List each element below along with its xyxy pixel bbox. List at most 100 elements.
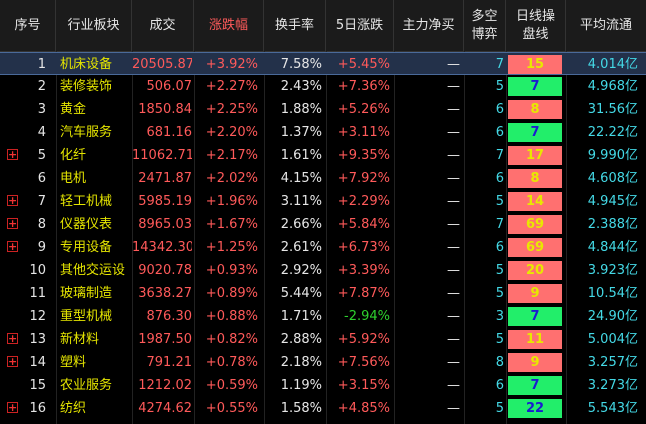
header-float-cap[interactable]: 平均流通 [579,17,632,33]
row-price: 1212.02 [138,378,192,393]
row-seq: 12 [29,309,46,324]
row-bullbear: 3 [495,309,504,324]
header-price[interactable]: 成交 [132,0,194,51]
table-row[interactable]: 3 黄金 1850.84 +2.25% 1.88% +5.26% — 6 31.56亿 8 [0,98,646,121]
table-row[interactable]: 14 塑料 791.21 +0.78% 2.18% +7.56% — 8 3.257亿 9 + [0,351,646,374]
row-seq: 16 [29,401,46,416]
header-bullbear-line2: 博弈 [471,26,498,42]
row-turnover: 1.71% [280,309,322,324]
row-industry-name: 农业服务 [60,378,113,393]
row-turnover: 1.37% [280,125,322,140]
table-row[interactable]: 5 化纤 11062.71 +2.17% 1.61% +9.35% — 7 9.990亿 17 + [0,144,646,167]
row-turnover: 2.88% [280,332,322,347]
row-daily-badge: 9 [508,284,562,303]
row-seq: 8 [37,217,46,232]
header-bullbear-line1: 多空 [471,8,498,24]
row-daily-badge: 8 [508,169,562,188]
row-turnover: 2.18% [280,355,322,370]
row-price: 5985.19 [138,194,192,209]
row-daily-badge: 8 [508,100,562,119]
row-bullbear: 8 [495,355,504,370]
header-turnover[interactable]: 换手率 [264,0,326,51]
expand-plus-icon[interactable]: + [7,148,18,161]
table-row[interactable]: 10 其他交运设 9020.78 +0.93% 2.92% +3.39% — 5 3.923亿 2… [0,259,646,282]
row-price: 14342.30 [132,240,192,255]
expand-plus-icon[interactable]: + [7,217,18,230]
row-turnover: 1.19% [280,378,322,393]
header-daily-line1: 日线操 [515,8,555,24]
row-industry-name: 纺织 [60,401,87,416]
table-row[interactable]: 13 新材料 1987.50 +0.82% 2.88% +5.92% — 5 5.004亿 11 + [0,328,646,351]
expand-plus-icon[interactable]: + [7,401,18,414]
table-row[interactable]: 6 电机 2471.87 +2.02% 4.15% +7.92% — 6 4.608亿 8 [0,167,646,190]
row-netflow: — [447,171,460,186]
row-float-cap: 4.014亿 [587,57,638,72]
row-daily-badge: 69 [508,215,562,234]
row-turnover: 3.11% [280,194,322,209]
row-change: +2.27% [205,79,258,94]
row-netflow: — [447,355,460,370]
table-row[interactable]: 9 专用设备 14342.30 +1.25% 2.61% +6.73% — 6 4.844亿 69… [0,236,646,259]
expand-plus-icon[interactable]: + [7,355,18,368]
header-bullbear[interactable]: 多空 博弈 [464,0,506,51]
row-float-cap: 9.990亿 [587,148,638,163]
row-bullbear: 5 [495,332,504,347]
row-netflow: — [447,125,460,140]
table-row[interactable]: 8 仪器仪表 8965.03 +1.67% 2.66% +5.84% — 7 2.388亿 69 + [0,213,646,236]
row-change5d: +7.36% [337,79,390,94]
header-seq[interactable]: 序号 [0,0,56,51]
row-seq: 15 [29,378,46,393]
row-industry-name: 重型机械 [60,309,113,324]
header-change5d[interactable]: 5日涨跌 [326,0,394,51]
column-divider [394,51,395,424]
row-netflow: — [447,148,460,163]
table-row[interactable]: 4 汽车服务 681.16 +2.20% 1.37% +3.11% — 6 22.22亿 7 [0,121,646,144]
table-row[interactable]: 11 玻璃制造 3638.27 +0.89% 5.44% +7.87% — 5 10.54亿 9 [0,282,646,305]
row-price: 1850.84 [138,102,192,117]
table-row[interactable]: 15 农业服务 1212.02 +0.59% 1.19% +3.15% — 6 3.273亿 7 [0,374,646,397]
table-row-selected[interactable]: 1 机床设备 20505.87 +3.92% 7.58% +5.45% — 7 4.014亿 15 [0,52,646,75]
row-float-cap: 4.945亿 [587,194,638,209]
row-netflow: — [447,240,460,255]
row-change: +1.25% [205,240,258,255]
row-industry-name: 汽车服务 [60,125,113,140]
header-industry[interactable]: 行业板块 [56,0,132,51]
row-change5d: +4.85% [337,401,390,416]
header-netflow[interactable]: 主力净买 [394,0,464,51]
row-netflow: — [447,102,460,117]
header-change[interactable]: 涨跌幅 [194,0,264,51]
row-change5d: +7.87% [337,286,390,301]
table-row[interactable]: 12 重型机械 876.30 +0.88% 1.71% -2.94% — 3 24.90亿 7 [0,305,646,328]
row-turnover: 2.43% [280,79,322,94]
expand-plus-icon[interactable]: + [7,194,18,207]
table-row[interactable]: 16 纺织 4274.62 +0.55% 1.58% +4.85% — 5 5.543亿 22 + [0,397,646,420]
row-netflow: — [447,57,460,72]
row-industry-name: 新材料 [60,332,100,347]
row-seq: 13 [29,332,46,347]
row-turnover: 1.61% [280,148,322,163]
row-change5d: +6.73% [337,240,390,255]
row-change: +3.92% [205,57,258,72]
row-daily-badge: 22 [508,399,562,418]
header-daily[interactable]: 日线操 盘线 [506,0,566,51]
table-row[interactable]: 7 轻工机械 5985.19 +1.96% 3.11% +2.29% — 5 4.945亿 14 + [0,190,646,213]
row-price: 8965.03 [138,217,192,232]
row-seq: 11 [29,286,46,301]
row-netflow: — [447,401,460,416]
table-row[interactable]: 2 装修装饰 506.07 +2.27% 2.43% +7.36% — 5 4.968亿 7 [0,75,646,98]
row-daily-badge: 7 [508,77,562,96]
row-daily-badge: 14 [508,192,562,211]
column-divider [194,51,195,424]
row-price: 20505.87 [132,57,192,72]
expand-plus-icon[interactable]: + [7,332,18,345]
row-seq: 2 [37,79,46,94]
column-divider [56,51,57,424]
row-float-cap: 4.968亿 [587,79,638,94]
expand-plus-icon[interactable]: + [7,240,18,253]
row-bullbear: 5 [495,286,504,301]
row-float-cap: 3.257亿 [587,355,638,370]
row-netflow: — [447,217,460,232]
row-netflow: — [447,309,460,324]
row-industry-name: 玻璃制造 [60,286,113,301]
